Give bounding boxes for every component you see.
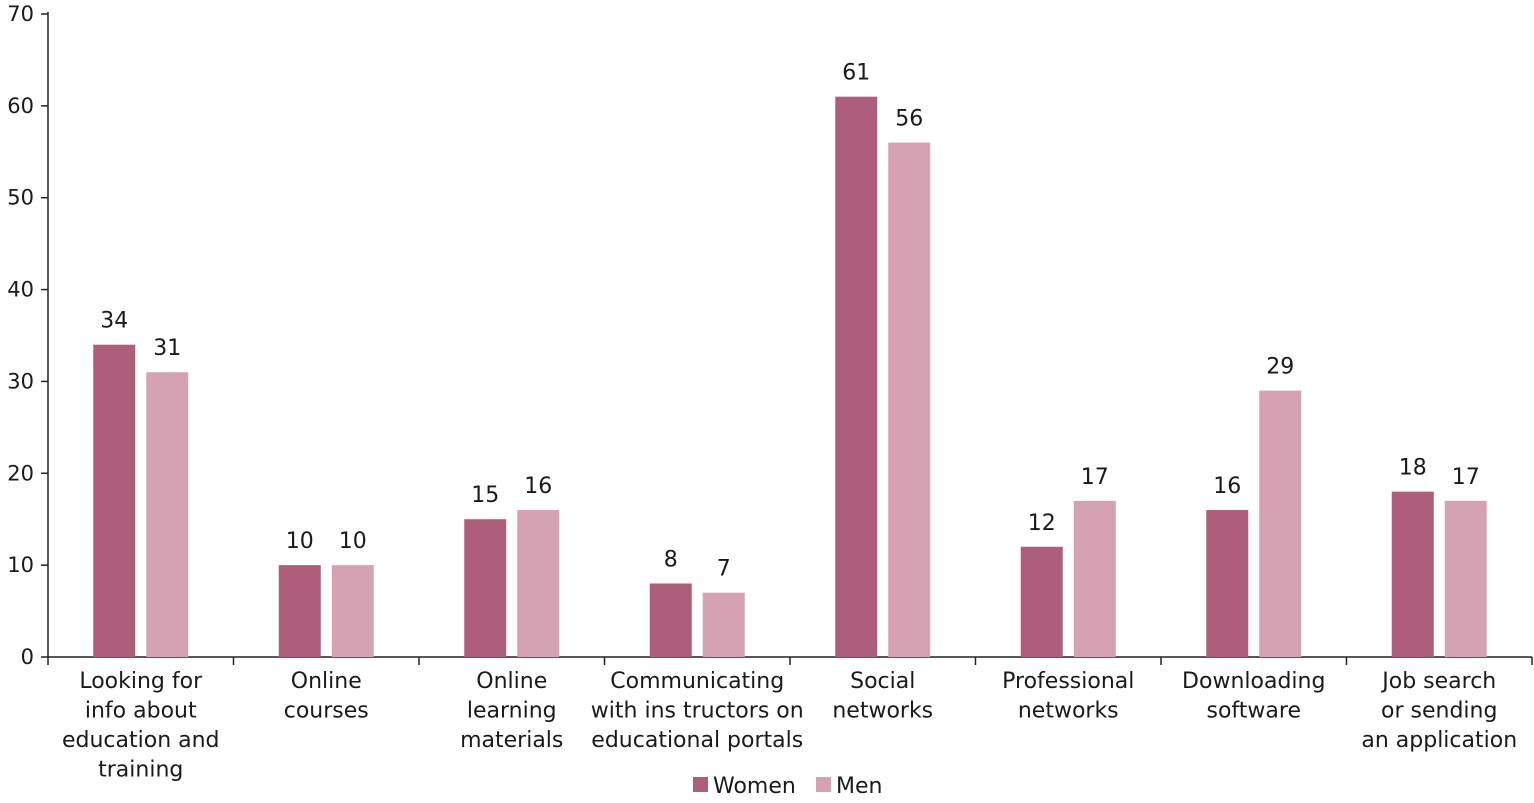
y-tick-label: 60 — [7, 94, 34, 118]
category-label: Communicating with ins tructors on educati… — [591, 669, 804, 753]
bar-men — [702, 592, 745, 657]
bar-men — [517, 510, 560, 657]
y-tick-label: 30 — [7, 369, 34, 393]
bar-women — [464, 519, 507, 657]
legend: Women Men — [693, 774, 882, 799]
data-label-women: 61 — [842, 61, 870, 86]
bar-women — [649, 583, 692, 657]
bars — [93, 96, 1487, 658]
bar-women — [278, 565, 321, 657]
category-label: Looking for info about education and traini… — [62, 669, 220, 783]
x-axis — [47, 656, 1533, 665]
y-tick-label: 50 — [7, 186, 34, 210]
category-label: Online learning materials — [460, 669, 563, 753]
data-label-women: 8 — [664, 548, 678, 573]
y-tick-label: 0 — [21, 645, 34, 669]
bar-women — [93, 344, 136, 657]
y-tick-label: 10 — [7, 553, 34, 577]
data-label-women: 16 — [1213, 474, 1241, 499]
category-label: Professional networks — [1002, 669, 1134, 724]
bar-men — [331, 565, 374, 657]
category-label: Job search or sending an application — [1361, 669, 1517, 753]
data-label-men: 16 — [524, 474, 552, 499]
legend-swatch-men — [816, 777, 831, 792]
legend-label-men: Men — [836, 774, 882, 799]
category-label: Online courses — [284, 669, 369, 724]
category-label: Downloading software — [1182, 669, 1325, 724]
data-labels: 34 31 10 10 15 16 8 7 61 56 12 17 16 29 18 17 — [100, 61, 1480, 582]
data-label-men: 31 — [153, 336, 181, 361]
y-tick-label: 70 — [7, 2, 34, 26]
bar-women — [835, 96, 878, 657]
data-label-women: 10 — [286, 529, 314, 554]
legend-label-women: Women — [713, 774, 796, 799]
data-label-women: 15 — [471, 483, 499, 508]
data-label-men: 10 — [339, 529, 367, 554]
data-label-men: 17 — [1452, 465, 1480, 490]
bar-men — [888, 142, 931, 658]
bar-women — [1206, 510, 1249, 657]
data-label-men: 17 — [1081, 465, 1109, 490]
data-label-men: 29 — [1266, 355, 1294, 380]
data-label-men: 7 — [717, 557, 731, 582]
data-label-women: 34 — [100, 309, 128, 334]
category-labels: Looking for info about education and traini… — [62, 669, 1517, 783]
bar-men — [1444, 500, 1487, 657]
legend-swatch-women — [693, 777, 708, 792]
bar-men — [1259, 390, 1302, 657]
bar-men — [146, 372, 189, 657]
y-tick-label: 40 — [7, 278, 34, 302]
category-label: Social networks — [832, 669, 933, 724]
y-axis: 0 10 20 30 40 50 60 70 — [7, 2, 49, 669]
bar-men — [1073, 500, 1116, 657]
y-tick-label: 20 — [7, 461, 34, 485]
data-label-men: 56 — [895, 107, 923, 132]
data-label-women: 18 — [1399, 456, 1427, 481]
bar-women — [1020, 546, 1063, 657]
data-label-women: 12 — [1028, 511, 1056, 536]
bar-women — [1391, 491, 1434, 657]
